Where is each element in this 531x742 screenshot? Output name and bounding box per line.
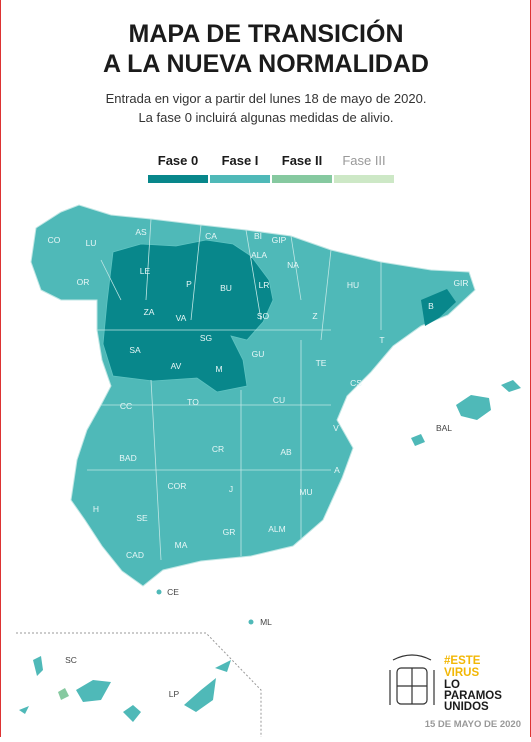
region-label: M	[215, 364, 222, 374]
region-label: LP	[169, 689, 180, 699]
region-label: CAD	[126, 550, 144, 560]
slogan: VIRUS	[444, 667, 479, 679]
region-label: J	[229, 484, 233, 494]
region-label: BAL	[436, 423, 452, 433]
legend-label: Fase III	[342, 153, 385, 168]
region-label: ML	[260, 617, 272, 627]
region-label: CR	[212, 444, 224, 454]
region-label: SG	[200, 333, 212, 343]
region-label: OR	[77, 277, 90, 287]
region-label: TE	[316, 358, 327, 368]
legend-swatch	[334, 175, 394, 183]
region-label: B	[428, 301, 434, 311]
slogan: UNIDOS	[444, 701, 489, 713]
region-label: AS	[135, 227, 147, 237]
region-label: V	[333, 423, 339, 433]
legend-label: Fase 0	[158, 153, 198, 168]
region-label: CO	[48, 235, 61, 245]
region-fase-0	[421, 289, 456, 326]
region-label: SA	[129, 345, 141, 355]
legend-swatch	[272, 175, 332, 183]
region-label: LE	[140, 266, 151, 276]
title-line: MAPA DE TRANSICIÓN	[129, 18, 404, 48]
region-label: H	[93, 504, 99, 514]
region-label: NA	[287, 260, 299, 270]
region-label: GU	[252, 349, 265, 359]
subtitle-line: La fase 0 incluirá algunas medidas de al…	[138, 110, 393, 125]
region-fase-0	[102, 239, 274, 393]
region-label: AB	[280, 447, 292, 457]
region-label: GR	[223, 527, 236, 537]
region-label: Z	[312, 311, 317, 321]
subtitle-line: Entrada en vigor a partir del lunes 18 d…	[106, 91, 427, 106]
region-label: CS	[350, 378, 362, 388]
region-label: CC	[120, 401, 132, 411]
legend-swatch	[210, 175, 270, 183]
legend: Fase 0 Fase I Fase II Fase III	[148, 153, 394, 183]
coat-of-arms	[389, 654, 435, 705]
island	[19, 656, 231, 722]
region-label: ALA	[251, 250, 267, 260]
slogan: LO	[444, 679, 460, 691]
region-label: A	[334, 465, 340, 475]
date: 15 DE MAYO DE 2020	[425, 719, 521, 730]
slogan: #ESTE	[444, 655, 481, 667]
region-label: TO	[187, 397, 199, 407]
region-label: BAD	[119, 453, 136, 463]
region-label: P	[186, 279, 192, 289]
region-label: CE	[167, 587, 179, 597]
region-label: ALM	[268, 524, 285, 534]
region-label: CA	[205, 231, 217, 241]
region-label: AV	[171, 361, 182, 371]
title-line: A LA NUEVA NORMALIDAD	[103, 50, 429, 78]
region-label: LU	[86, 238, 97, 248]
region-label: ZA	[144, 307, 155, 317]
region-label: LR	[259, 280, 270, 290]
borders	[87, 218, 382, 561]
region-label: COR	[168, 481, 187, 491]
region-label: SE	[136, 513, 148, 523]
slogan: PARAMOS	[444, 690, 502, 702]
region-label: VA	[176, 313, 187, 323]
region-label: T	[379, 335, 384, 345]
legend-label: Fase I	[222, 153, 259, 168]
region-label: SC	[65, 655, 77, 665]
legend-label: Fase II	[282, 153, 322, 168]
island-fase-2	[58, 688, 69, 700]
city-dot	[248, 619, 254, 625]
legend-swatch	[148, 175, 208, 183]
region-label: BU	[220, 283, 232, 293]
region-label: MU	[299, 487, 312, 497]
city-dot	[156, 589, 162, 595]
region-label: SO	[257, 311, 270, 321]
region-label: GIR	[453, 278, 468, 288]
canarias-frame	[16, 632, 262, 737]
island	[411, 380, 521, 446]
region-label: BI	[254, 231, 262, 241]
region-label: MA	[175, 540, 188, 550]
region-label: CU	[273, 395, 285, 405]
region-label: GIP	[272, 235, 287, 245]
region-label: HU	[347, 280, 359, 290]
